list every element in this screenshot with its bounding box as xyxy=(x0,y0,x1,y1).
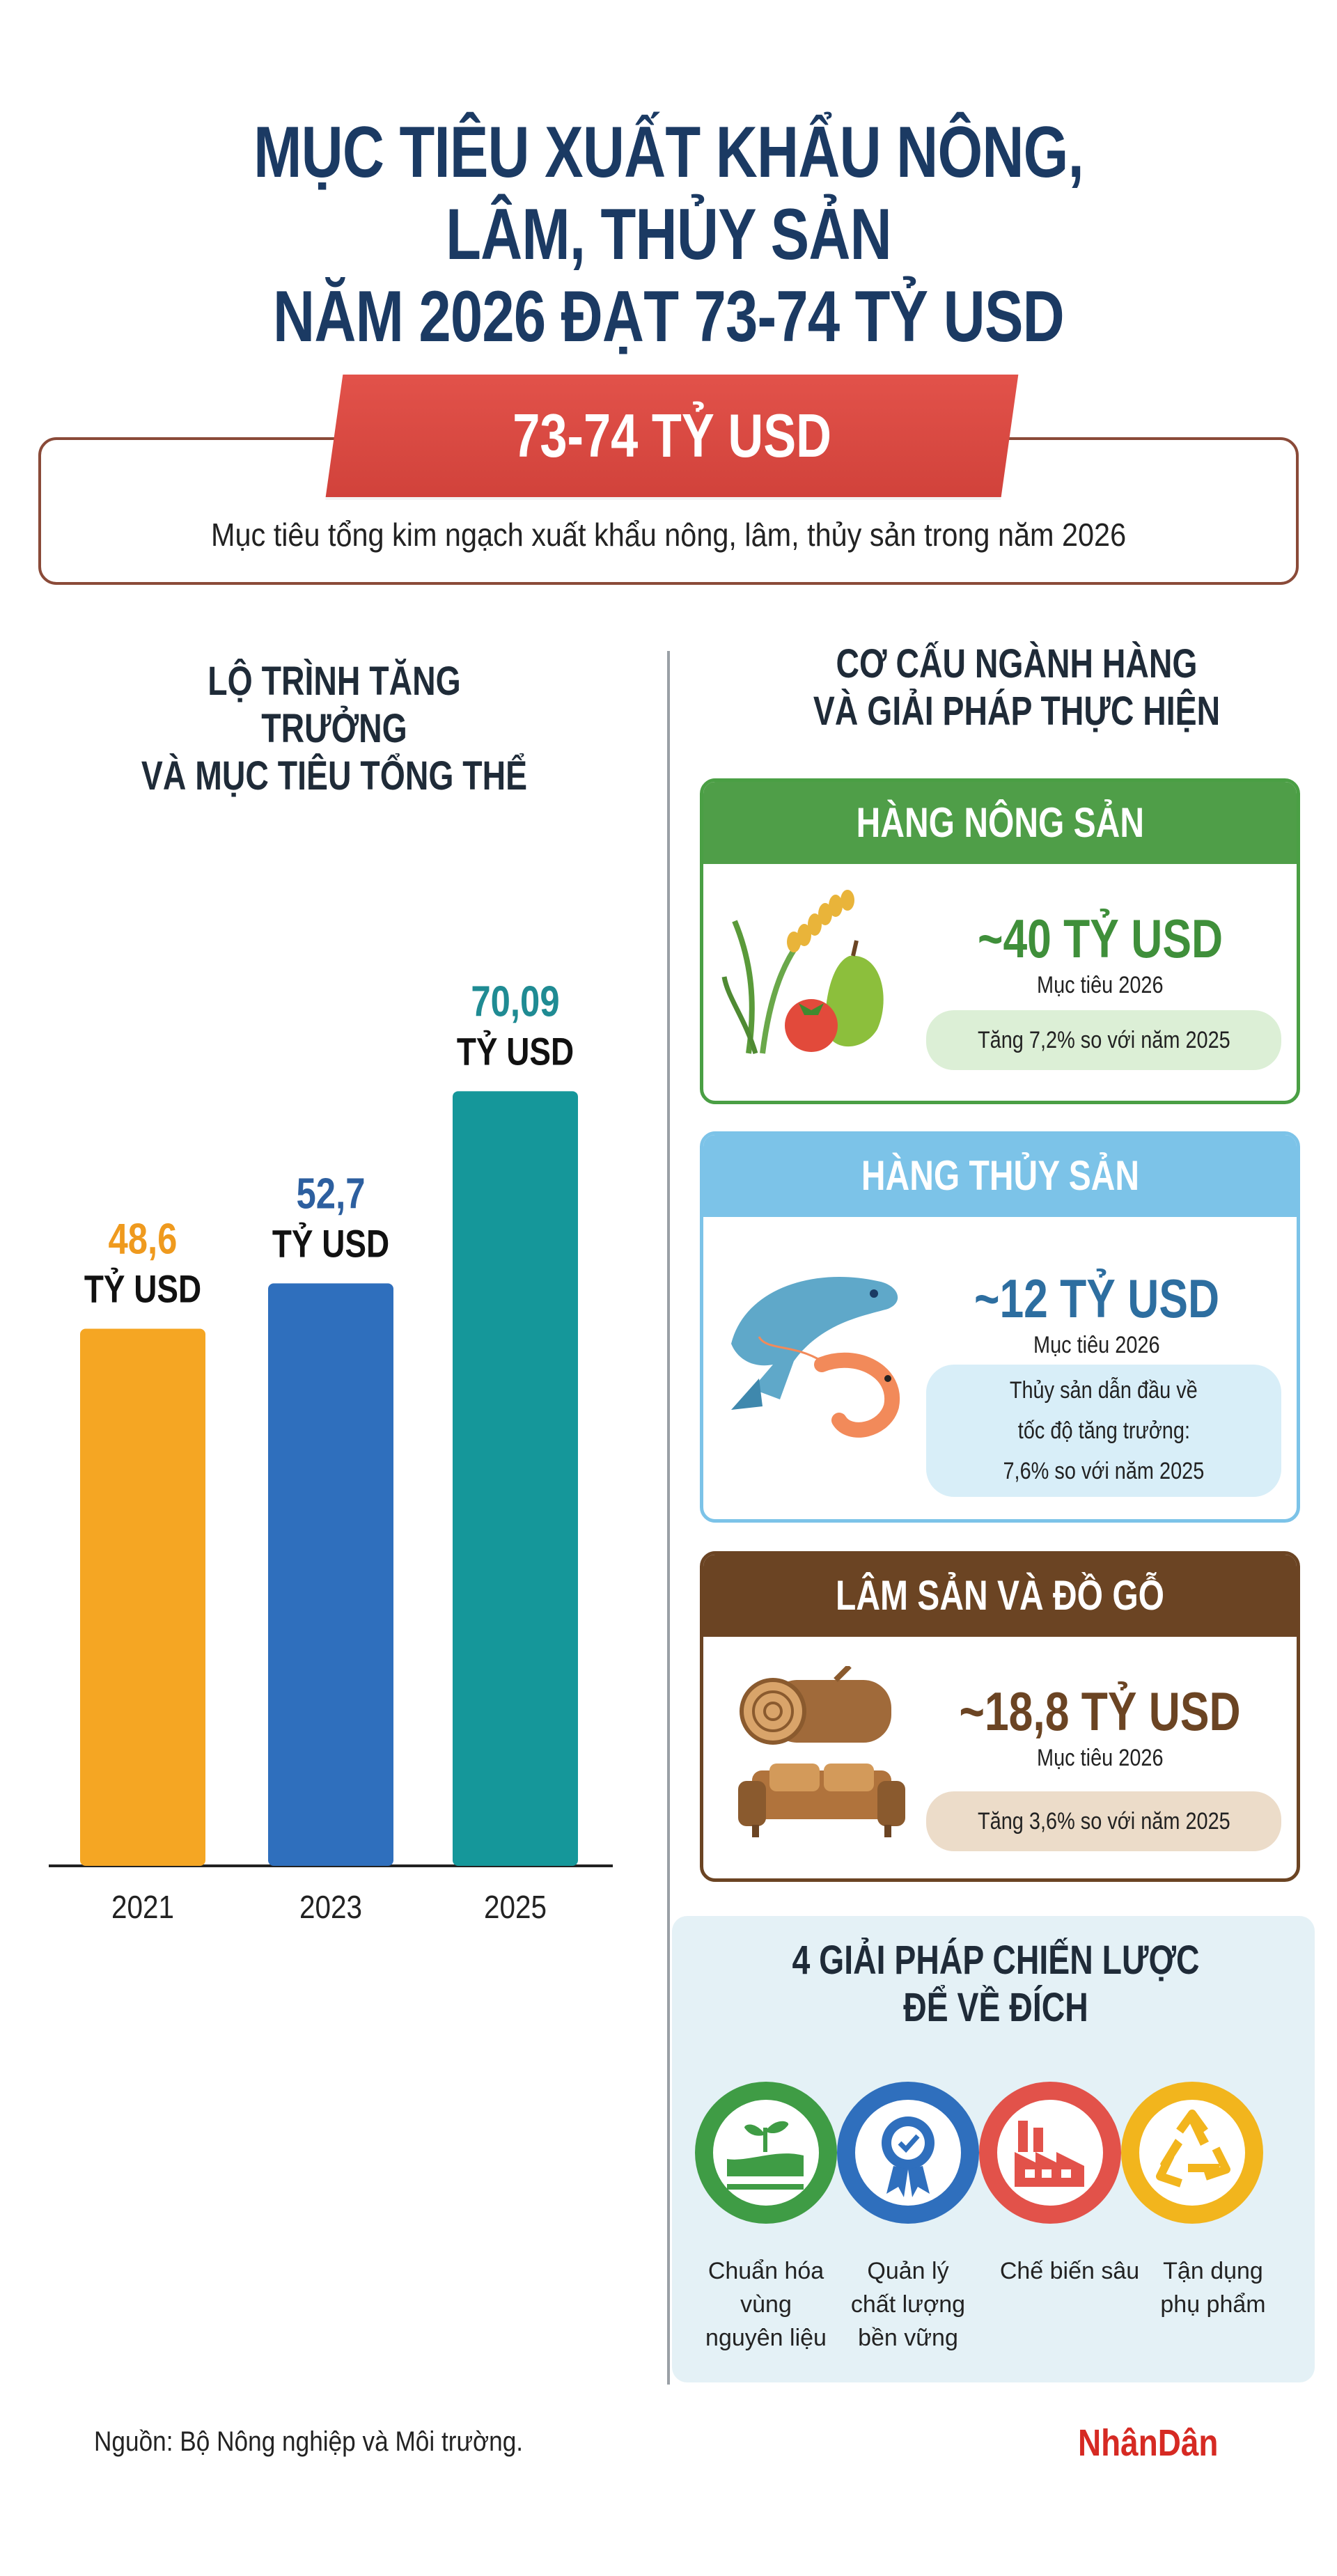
title-line-2: NĂM 2026 ĐẠT 73-74 TỶ USD xyxy=(273,276,1065,357)
solution-1-label: Chuẩn hóa vùng nguyên liệu xyxy=(705,2258,827,2351)
sector-subtitle: Mục tiêu 2026 xyxy=(1037,1745,1164,1771)
sector-note: Tăng 7,2% so với năm 2025 xyxy=(926,1010,1281,1070)
sector-value: ~12 TỶ USD xyxy=(974,1268,1219,1329)
solution-3-label: Chế biến sâu xyxy=(999,2258,1140,2284)
sector-subtitle: Mục tiêu 2026 xyxy=(1033,1332,1160,1358)
solution-1-circle xyxy=(695,2082,837,2224)
factory-icon xyxy=(1015,2121,1084,2187)
sector-note: Thủy sản dẫn đầu về tốc độ tăng trưởng: … xyxy=(926,1365,1281,1497)
farm-field-icon xyxy=(727,2121,804,2190)
rice-fruit-icon xyxy=(721,890,884,1055)
strategy-heading: 4 GIẢI PHÁP CHIẾN LƯỢC ĐỂ VỀ ĐÍCH xyxy=(792,1938,1200,2030)
sector-value: ~18,8 TỶ USD xyxy=(959,1681,1242,1742)
target-description: Mục tiêu tổng kim ngạch xuất khẩu nông, … xyxy=(210,517,1127,553)
solution-2-label: Quản lý chất lượng bền vững xyxy=(850,2258,966,2351)
sector-card-agriculture: HÀNG NÔNG SẢN ~40 TỶ USD Mục tiêu 2026 T… xyxy=(700,778,1300,1104)
fish-shrimp-icon xyxy=(731,1277,900,1438)
solution-4-label: Tận dụng phụ phẩm xyxy=(1160,2258,1266,2318)
bar-value-label: 48,6 xyxy=(109,1216,178,1264)
x-tick-label: 2023 xyxy=(299,1890,362,1926)
sector-note: Tăng 3,6% so với năm 2025 xyxy=(926,1791,1281,1851)
quality-badge-icon xyxy=(882,2116,935,2197)
bar-2021 xyxy=(80,1328,205,1866)
solution-3-circle xyxy=(979,2082,1121,2224)
title-line-1: MỤC TIÊU XUẤT KHẨU NÔNG, LÂM, THỦY SẢN xyxy=(253,112,1084,275)
bar-2025 xyxy=(453,1091,578,1866)
bar-unit-label: TỶ USD xyxy=(457,1029,574,1073)
page-title: MỤC TIÊU XUẤT KHẨU NÔNG, LÂM, THỦY SẢN N… xyxy=(111,111,1226,358)
bar-unit-label: TỶ USD xyxy=(84,1266,201,1310)
solution-4-circle xyxy=(1121,2082,1263,2224)
publisher-logo: NhânDân xyxy=(1078,2422,1219,2464)
bar-unit-label: TỶ USD xyxy=(272,1221,389,1265)
target-value: 73-74 TỶ USD xyxy=(513,401,831,470)
x-tick-label: 2021 xyxy=(111,1890,174,1926)
bar-value-label: 70,09 xyxy=(471,978,559,1026)
structure-heading: CƠ CẤU NGÀNH HÀNG VÀ GIẢI PHÁP THỰC HIỆN xyxy=(813,641,1221,734)
sector-title: HÀNG THỦY SẢN xyxy=(703,1135,1297,1217)
solution-2-circle xyxy=(837,2082,979,2224)
bar-2023 xyxy=(268,1283,393,1866)
column-divider xyxy=(667,651,670,2385)
recycle-icon xyxy=(1156,2110,1230,2188)
sector-card-wood: LÂM SẢN VÀ ĐỒ GỖ ~18,8 TỶ USD Mục tiêu 2… xyxy=(700,1551,1300,1882)
bar-value-label: 52,7 xyxy=(297,1170,366,1218)
log-sofa-icon xyxy=(738,1666,905,1837)
sector-title: LÂM SẢN VÀ ĐỒ GỖ xyxy=(703,1555,1297,1637)
sector-subtitle: Mục tiêu 2026 xyxy=(1037,972,1164,998)
source-note: Nguồn: Bộ Nông nghiệp và Môi trường. xyxy=(94,2426,524,2457)
growth-heading: LỘ TRÌNH TĂNG TRƯỞNG VÀ MỤC TIÊU TỔNG TH… xyxy=(141,659,528,799)
sector-card-fisheries: HÀNG THỦY SẢN ~12 TỶ USD Mục tiêu 2026 T… xyxy=(700,1131,1300,1523)
x-tick-label: 2025 xyxy=(484,1890,547,1926)
sector-title: HÀNG NÔNG SẢN xyxy=(703,782,1297,864)
sector-value: ~40 TỶ USD xyxy=(977,908,1223,969)
